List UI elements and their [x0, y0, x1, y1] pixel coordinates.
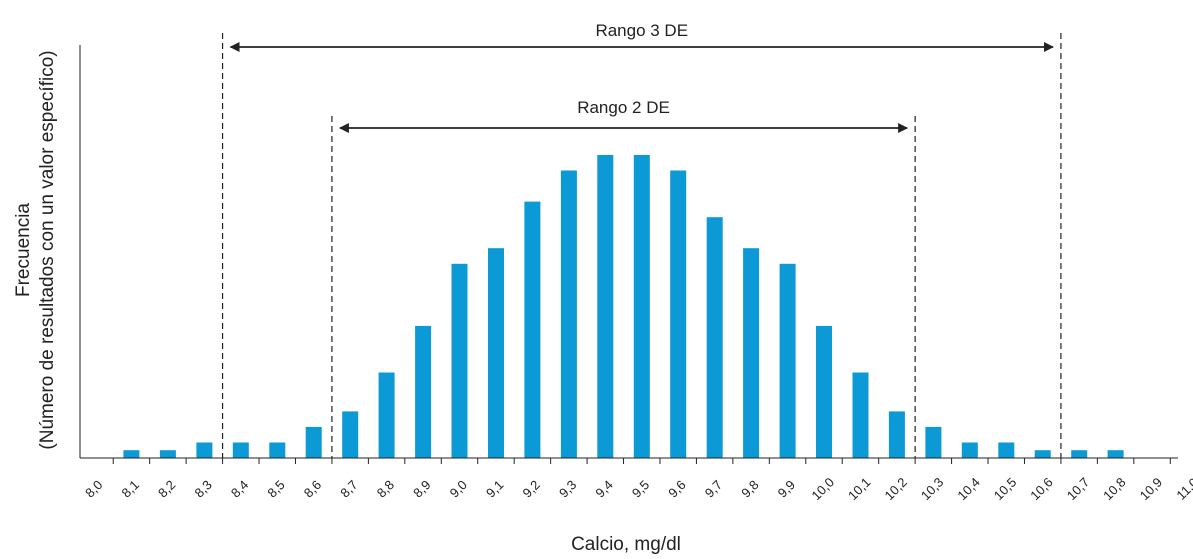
x-tick-label: 10,4	[954, 475, 983, 504]
x-axis-ticks: 8,0 8,1 8,2 8,3 8,4 8,5 8,6 8,7 8,8 8,9 9,0 9,1 9,2 9…	[82, 458, 1193, 503]
x-tick-label: 9,3	[556, 477, 579, 500]
x-tick-label: 8,3	[191, 477, 214, 500]
bar-8,8	[378, 372, 395, 458]
x-axis-title: Calcio, mg/dl	[571, 534, 681, 555]
x-tick-label: 8,0	[82, 477, 105, 500]
bar-10,6	[1034, 450, 1051, 458]
x-tick-label: 9,0	[447, 477, 470, 500]
bar-9,2	[524, 201, 541, 458]
bar-9,3	[560, 170, 577, 458]
bar-8,7	[342, 411, 359, 458]
bar-10,5	[998, 442, 1015, 458]
bar-8,1	[123, 450, 140, 458]
x-tick-label: 10,1	[845, 475, 874, 504]
bar-series	[123, 155, 1124, 458]
x-tick-label: 10,7	[1064, 475, 1093, 504]
y-axis-subtitle: (Número de resultados con un valor espec…	[37, 50, 58, 449]
x-tick-label: 10,5	[991, 475, 1020, 504]
bar-9,8	[743, 248, 760, 458]
x-tick-label: 10,0	[809, 475, 838, 504]
x-tick-label: 9,2	[520, 477, 543, 500]
x-tick-label: 8,6	[301, 477, 324, 500]
range-label: Rango 2 DE	[577, 98, 670, 117]
x-tick-label: 11,0	[1173, 475, 1193, 503]
bar-10,0	[816, 325, 832, 458]
bar-10,8	[1107, 450, 1124, 458]
range-label: Rango 3 DE	[595, 21, 688, 40]
x-tick-label: 8,4	[228, 477, 251, 500]
bar-9,0	[451, 263, 468, 458]
bar-10,1	[852, 372, 869, 458]
bar-9,1	[488, 248, 504, 458]
bar-10,3	[925, 426, 942, 458]
bar-10,7	[1071, 450, 1088, 458]
x-tick-label: 10,6	[1027, 475, 1056, 504]
sd-range-annotations: Rango 3 DE Rango 2 DE	[221, 21, 1062, 458]
x-tick-label: 10,9	[1137, 475, 1166, 504]
x-tick-label: 9,8	[738, 477, 761, 500]
y-axis-title: Frecuencia	[13, 203, 34, 297]
x-tick-label: 10,8	[1100, 475, 1129, 504]
bar-10,2	[888, 411, 905, 458]
x-tick-label: 9,4	[592, 477, 615, 500]
bar-10,4	[961, 442, 978, 458]
x-tick-label: 8,7	[337, 477, 360, 500]
x-tick-label: 8,8	[374, 477, 397, 500]
x-tick-label: 9,6	[665, 477, 688, 500]
bar-9,6	[670, 170, 687, 458]
x-tick-label: 10,2	[881, 475, 910, 504]
x-tick-label: 8,5	[264, 477, 287, 500]
x-tick-label: 9,1	[483, 477, 506, 500]
x-tick-label: 9,7	[702, 477, 725, 500]
bar-9,7	[706, 217, 723, 458]
x-tick-label: 9,9	[775, 477, 798, 500]
bar-8,6	[305, 426, 322, 458]
x-tick-label: 9,5	[629, 477, 652, 500]
bar-9,5	[633, 155, 650, 458]
bar-8,5	[269, 442, 286, 458]
x-tick-label: 8,9	[410, 477, 433, 500]
bar-8,4	[232, 442, 249, 458]
bar-9,4	[597, 155, 614, 458]
x-tick-label: 10,3	[918, 475, 947, 504]
bar-8,9	[415, 325, 432, 458]
x-tick-label: 8,2	[155, 477, 178, 500]
bar-8,2	[159, 450, 176, 458]
bar-9,9	[779, 263, 796, 458]
bar-8,3	[196, 442, 213, 458]
x-tick-label: 8,1	[119, 477, 142, 500]
